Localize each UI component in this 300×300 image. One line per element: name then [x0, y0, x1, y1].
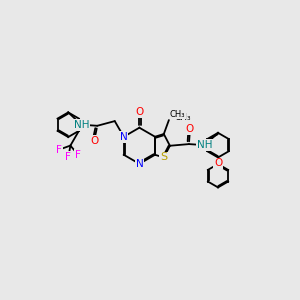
Text: CH₃: CH₃ [170, 110, 185, 119]
Text: F: F [75, 149, 81, 160]
Text: O: O [135, 107, 143, 117]
Text: N: N [120, 132, 127, 142]
Text: CH₃: CH₃ [174, 113, 191, 122]
Text: S: S [160, 152, 167, 163]
Text: N: N [136, 159, 143, 169]
Text: NH: NH [74, 120, 89, 130]
Text: F: F [56, 145, 62, 154]
Text: NH: NH [197, 140, 213, 150]
Text: F: F [65, 152, 71, 162]
Text: O: O [214, 158, 222, 168]
Text: O: O [186, 124, 194, 134]
Text: O: O [90, 136, 98, 146]
